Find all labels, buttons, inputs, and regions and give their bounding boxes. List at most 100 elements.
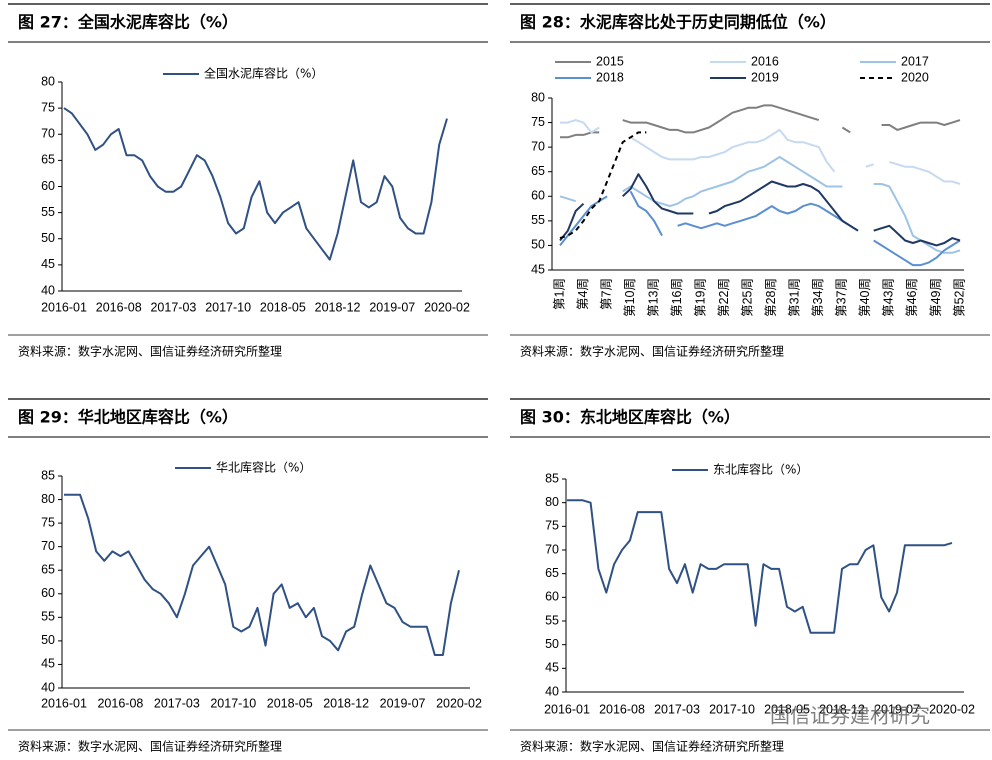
x-tick-label: 2017-03	[154, 696, 200, 710]
y-tick-label: 80	[545, 495, 559, 509]
y-tick-label: 45	[41, 257, 55, 271]
data-line	[567, 499, 953, 634]
y-tick-label: 85	[545, 471, 559, 485]
x-tick-label: 2017-10	[709, 702, 755, 716]
y-tick-label: 60	[41, 586, 55, 600]
legend-label: 2019	[751, 70, 779, 84]
chart-panel: 图 28：水泥库容比处于历史同期低位（%） 资料来源：数字水泥网、国信证券经济研究…	[510, 3, 990, 359]
x-tick-label: 2019-07	[874, 702, 920, 716]
chart-panel: 图 27：全国水泥库容比（%） 资料来源：数字水泥网、国信证券经济研究所整理 40 4…	[8, 3, 488, 359]
y-tick-label: 80	[41, 492, 55, 506]
y-tick-label: 80	[531, 90, 545, 104]
x-tick-label: 第43周	[882, 278, 896, 317]
x-tick-label: 2018-12	[315, 300, 361, 314]
data-line	[559, 131, 647, 240]
x-tick-label: 2017-03	[654, 702, 700, 716]
y-tick-label: 45	[545, 661, 559, 675]
legend-label: 东北库容比（%）	[713, 462, 808, 477]
chart-title: 图 27：全国水泥库容比（%）	[18, 13, 238, 32]
x-tick-label: 2016-08	[599, 702, 645, 716]
y-tick-label: 75	[41, 515, 55, 529]
y-tick-label: 85	[41, 468, 55, 482]
y-tick-label: 65	[531, 164, 545, 178]
x-tick-label: 第31周	[788, 278, 802, 317]
x-tick-label: 第40周	[858, 278, 872, 317]
chart-title: 图 30：东北地区库容比（%）	[520, 408, 740, 427]
y-tick-label: 70	[531, 139, 545, 153]
chart-title: 图 29：华北地区库容比（%）	[18, 408, 238, 427]
chart-panel: 图 29：华北地区库容比（%） 资料来源：数字水泥网、国信证券经济研究所整理 40 4…	[8, 398, 488, 754]
y-tick-label: 60	[41, 179, 55, 193]
x-tick-label: 第37周	[835, 278, 849, 317]
x-tick-label: 2016-08	[96, 300, 142, 314]
x-tick-label: 第52周	[952, 278, 966, 317]
y-tick-label: 60	[545, 590, 559, 604]
data-line	[63, 107, 448, 261]
legend-label: 2016	[751, 54, 779, 68]
y-tick-label: 50	[41, 633, 55, 647]
y-tick-label: 55	[41, 610, 55, 624]
x-tick-label: 第49周	[929, 278, 943, 317]
x-tick-label: 第16周	[670, 278, 684, 317]
y-tick-label: 65	[545, 566, 559, 580]
x-tick-label: 第25周	[741, 278, 755, 317]
y-tick-label: 65	[41, 153, 55, 167]
data-line	[560, 119, 961, 185]
y-tick-label: 40	[545, 684, 559, 698]
watermark: 国信证券建材研究	[770, 704, 930, 728]
y-tick-label: 50	[545, 637, 559, 651]
legend-label: 2020	[901, 70, 929, 84]
y-tick-label: 60	[531, 189, 545, 203]
x-tick-label: 2016-01	[41, 696, 87, 710]
x-tick-label: 第7周	[599, 278, 613, 310]
y-tick-label: 50	[531, 238, 545, 252]
x-tick-label: 2018-12	[819, 702, 865, 716]
x-tick-label: 第13周	[646, 278, 660, 317]
y-tick-label: 55	[41, 205, 55, 219]
x-tick-label: 2018-05	[260, 300, 306, 314]
x-tick-label: 2018-05	[267, 696, 313, 710]
y-tick-label: 75	[545, 519, 559, 533]
y-tick-label: 40	[41, 680, 55, 694]
y-tick-label: 75	[41, 100, 55, 114]
legend-label: 2018	[596, 70, 624, 84]
x-tick-label: 2018-12	[323, 696, 369, 710]
x-tick-label: 第22周	[717, 278, 731, 317]
x-tick-label: 2019-07	[380, 696, 426, 710]
data-line	[559, 190, 961, 267]
chart-panel: 图 30：东北地区库容比（%） 资料来源：数字水泥网、国信证券经济研究所整理 40 4…	[510, 398, 990, 754]
y-tick-label: 40	[41, 283, 55, 297]
x-tick-label: 2017-03	[150, 300, 196, 314]
y-tick-label: 80	[41, 74, 55, 88]
x-tick-label: 第1周	[552, 278, 566, 310]
x-tick-label: 2016-01	[544, 702, 590, 716]
x-tick-label: 第28周	[764, 278, 778, 317]
x-tick-label: 2017-10	[210, 696, 256, 710]
x-tick-label: 2020-02	[424, 300, 470, 314]
x-tick-label: 2016-01	[41, 300, 87, 314]
x-tick-label: 第19周	[693, 278, 707, 317]
source-note: 资料来源：数字水泥网、国信证券经济研究所整理	[18, 344, 282, 359]
y-tick-label: 70	[545, 542, 559, 556]
x-tick-label: 第46周	[905, 278, 919, 317]
y-tick-label: 70	[41, 127, 55, 141]
source-note: 资料来源：数字水泥网、国信证券经济研究所整理	[18, 739, 282, 754]
x-tick-label: 2020-02	[436, 696, 482, 710]
y-tick-label: 45	[41, 657, 55, 671]
data-line	[559, 173, 961, 247]
data-line	[64, 493, 460, 656]
y-tick-label: 65	[41, 563, 55, 577]
x-tick-label: 2016-08	[97, 696, 143, 710]
x-tick-label: 第4周	[576, 278, 590, 310]
y-tick-label: 45	[531, 262, 545, 276]
chart-title: 图 28：水泥库容比处于历史同期低位（%）	[520, 13, 836, 32]
source-note: 资料来源：数字水泥网、国信证券经济研究所整理	[520, 739, 784, 754]
y-tick-label: 50	[41, 231, 55, 245]
legend-label: 全国水泥库容比（%）	[204, 66, 323, 81]
y-tick-label: 55	[531, 213, 545, 227]
y-tick-label: 55	[545, 613, 559, 627]
data-line	[560, 104, 961, 139]
x-tick-label: 2017-10	[205, 300, 251, 314]
source-note: 资料来源：数字水泥网、国信证券经济研究所整理	[520, 344, 784, 359]
